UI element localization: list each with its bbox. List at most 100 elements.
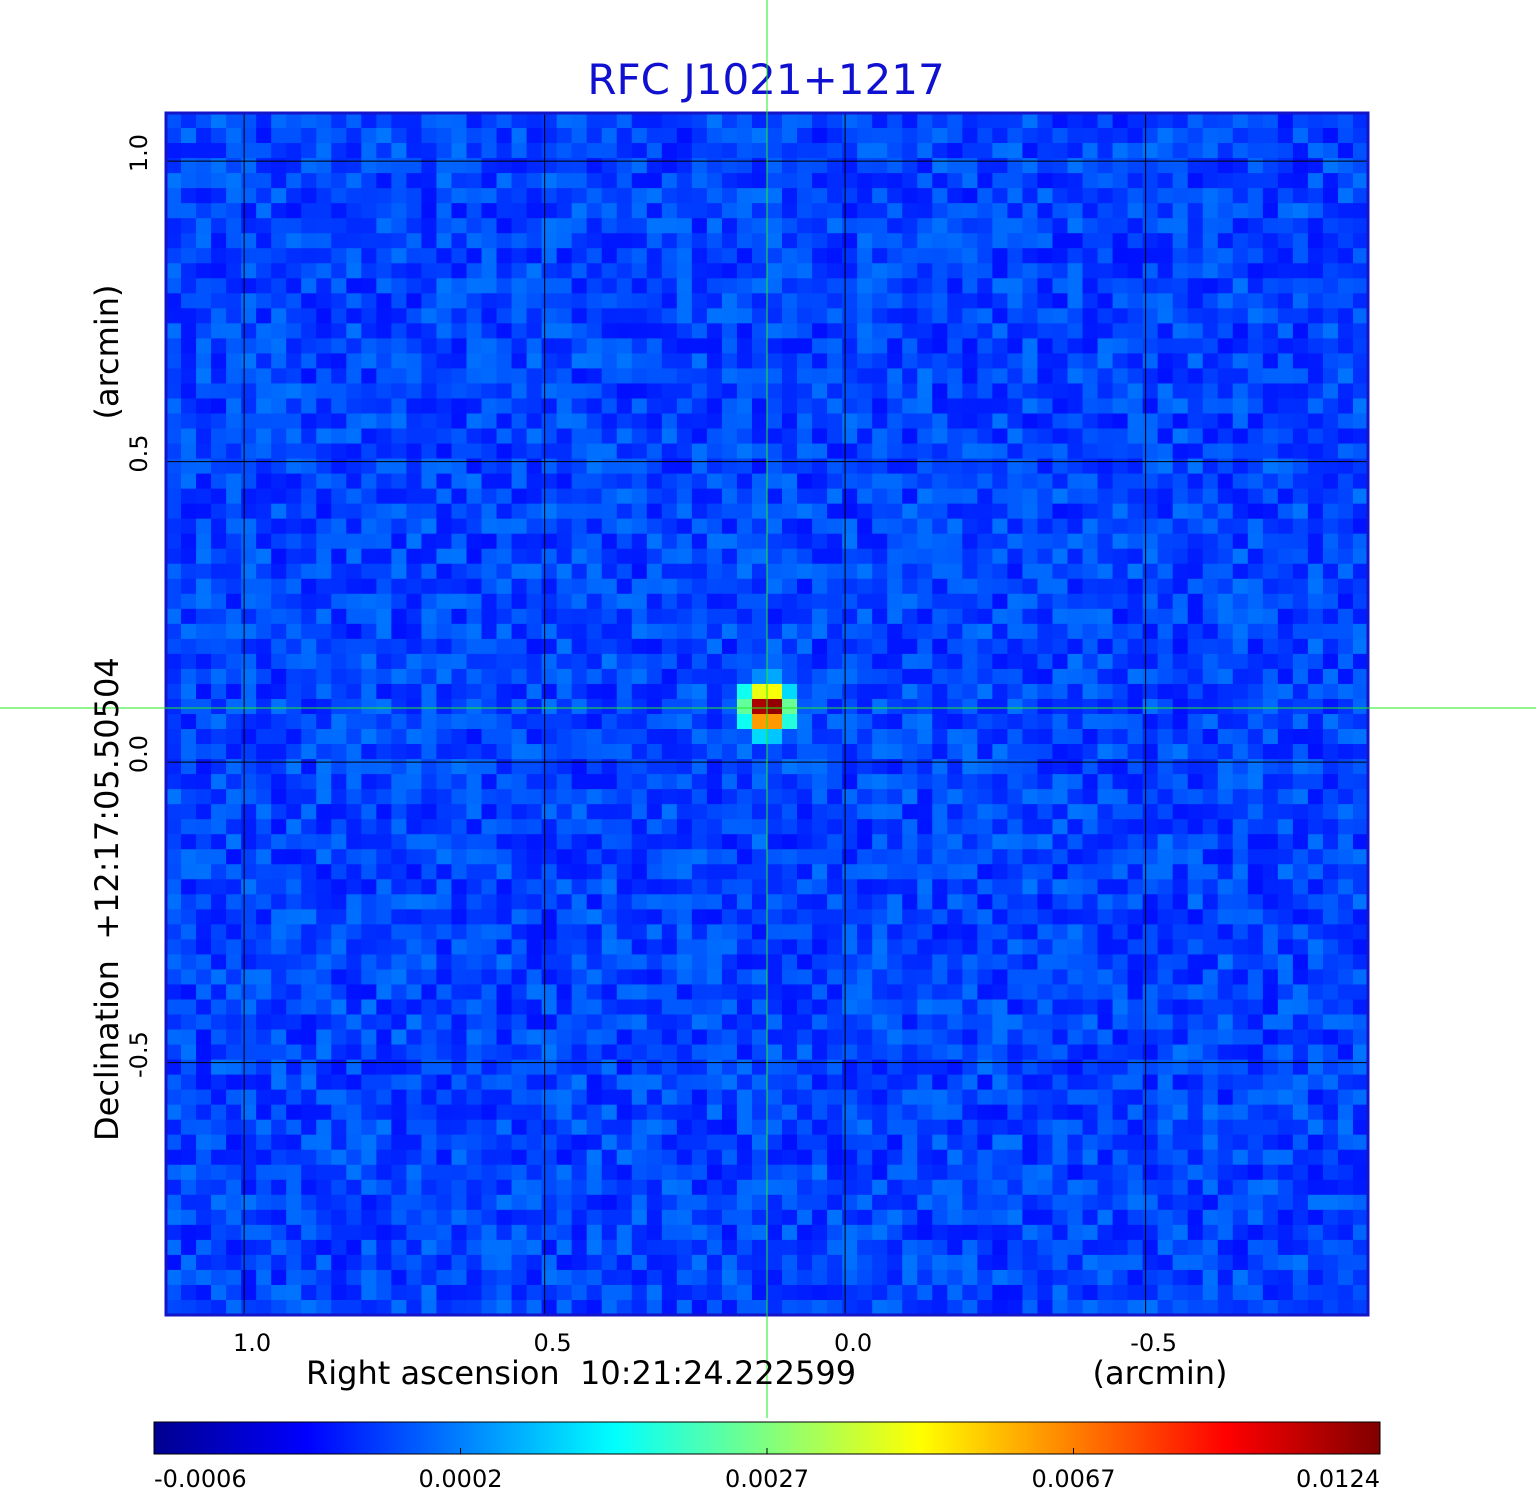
heatmap-cell [1007, 1014, 1024, 1031]
heatmap-cell [571, 368, 588, 385]
heatmap-cell [1322, 173, 1339, 189]
heatmap-cell [646, 428, 663, 445]
heatmap-cell [601, 233, 618, 249]
heatmap-cell [1052, 849, 1069, 865]
heatmap-cell [1217, 1014, 1234, 1031]
heatmap-cell [1052, 563, 1069, 580]
heatmap-cell [676, 729, 693, 745]
heatmap-cell [301, 954, 317, 971]
heatmap-cell [1292, 894, 1309, 910]
heatmap-cell [767, 744, 783, 760]
heatmap-cell [857, 428, 873, 445]
heatmap-cell [1217, 593, 1234, 610]
heatmap-cell [481, 443, 498, 460]
heatmap-cell [226, 623, 242, 640]
heatmap-cell [181, 954, 197, 971]
heatmap-cell [1292, 233, 1309, 249]
heatmap-cell [812, 954, 828, 971]
heatmap-cell [1067, 413, 1084, 430]
heatmap-cell [361, 248, 377, 264]
heatmap-cell [616, 218, 633, 234]
heatmap-cell [721, 714, 738, 730]
heatmap-cell [1157, 248, 1174, 264]
heatmap-cell [691, 774, 708, 790]
heatmap-cell [661, 578, 678, 595]
heatmap-cell [586, 548, 603, 565]
heatmap-cell [721, 443, 738, 460]
heatmap-cell [1322, 338, 1339, 355]
heatmap-cell [421, 143, 438, 159]
heatmap-cell [601, 398, 618, 415]
heatmap-cell [556, 278, 573, 294]
heatmap-cell [1127, 503, 1144, 520]
heatmap-cell [421, 1044, 438, 1061]
heatmap-cell [676, 819, 693, 835]
heatmap-cell [1187, 428, 1204, 445]
heatmap-cell [1112, 428, 1129, 445]
heatmap-cell [406, 488, 423, 505]
heatmap-cell [977, 398, 993, 415]
heatmap-cell [406, 263, 423, 279]
heatmap-cell [466, 999, 483, 1016]
heatmap-cell [211, 473, 227, 490]
heatmap-cell [631, 338, 648, 355]
heatmap-cell [166, 909, 182, 925]
heatmap-cell [286, 263, 302, 279]
heatmap-cell [1217, 623, 1234, 640]
heatmap-cell [902, 864, 918, 880]
heatmap-cell [842, 503, 858, 520]
heatmap-cell [616, 488, 633, 505]
heatmap-cell [1067, 954, 1084, 971]
heatmap-cell [241, 443, 257, 460]
heatmap-cell [286, 218, 302, 234]
heatmap-cell [797, 653, 813, 670]
heatmap-cell [241, 909, 257, 925]
heatmap-cell [706, 488, 723, 505]
heatmap-cell [1247, 458, 1264, 475]
heatmap-cell [827, 1029, 843, 1046]
heatmap-cell [526, 203, 543, 219]
heatmap-cell [586, 488, 603, 505]
heatmap-cell [1247, 173, 1264, 189]
heatmap-cell [511, 1044, 528, 1061]
heatmap-cell [226, 503, 242, 520]
heatmap-cell [1097, 368, 1114, 385]
heatmap-cell [872, 503, 888, 520]
heatmap-cell [1247, 623, 1264, 640]
heatmap-cell [631, 834, 648, 850]
heatmap-cell [1127, 323, 1144, 339]
heatmap-cell [331, 1029, 347, 1046]
heatmap-cell [421, 263, 438, 279]
heatmap-cell [797, 338, 813, 355]
heatmap-cell [887, 533, 903, 550]
heatmap-cell [932, 233, 948, 249]
heatmap-cell [751, 488, 768, 505]
heatmap-cell [646, 894, 663, 910]
heatmap-cell [466, 668, 483, 685]
heatmap-cell [1352, 819, 1368, 835]
heatmap-cell [391, 443, 408, 460]
heatmap-cell [271, 428, 287, 445]
heatmap-cell [1022, 413, 1039, 430]
heatmap-cell [857, 729, 873, 745]
heatmap-cell [1037, 218, 1054, 234]
heatmap-cell [616, 398, 633, 415]
heatmap-cell [1322, 638, 1339, 655]
heatmap-cell [676, 203, 693, 219]
heatmap-cell [691, 353, 708, 370]
heatmap-cell [992, 548, 1009, 565]
heatmap-cell [721, 683, 738, 700]
heatmap-cell [496, 1014, 513, 1031]
heatmap-cell [736, 158, 753, 174]
heatmap-cell [496, 879, 513, 895]
heatmap-cell [616, 338, 633, 355]
heatmap-cell [721, 143, 738, 159]
heatmap-cell [962, 954, 978, 971]
heatmap-cell [992, 924, 1009, 940]
heatmap-cell [436, 473, 453, 490]
heatmap-cell [211, 714, 227, 730]
heatmap-cell [1307, 879, 1324, 895]
heatmap-cell [782, 969, 798, 986]
heatmap-cell [1037, 188, 1054, 204]
heatmap-cell [286, 413, 302, 430]
